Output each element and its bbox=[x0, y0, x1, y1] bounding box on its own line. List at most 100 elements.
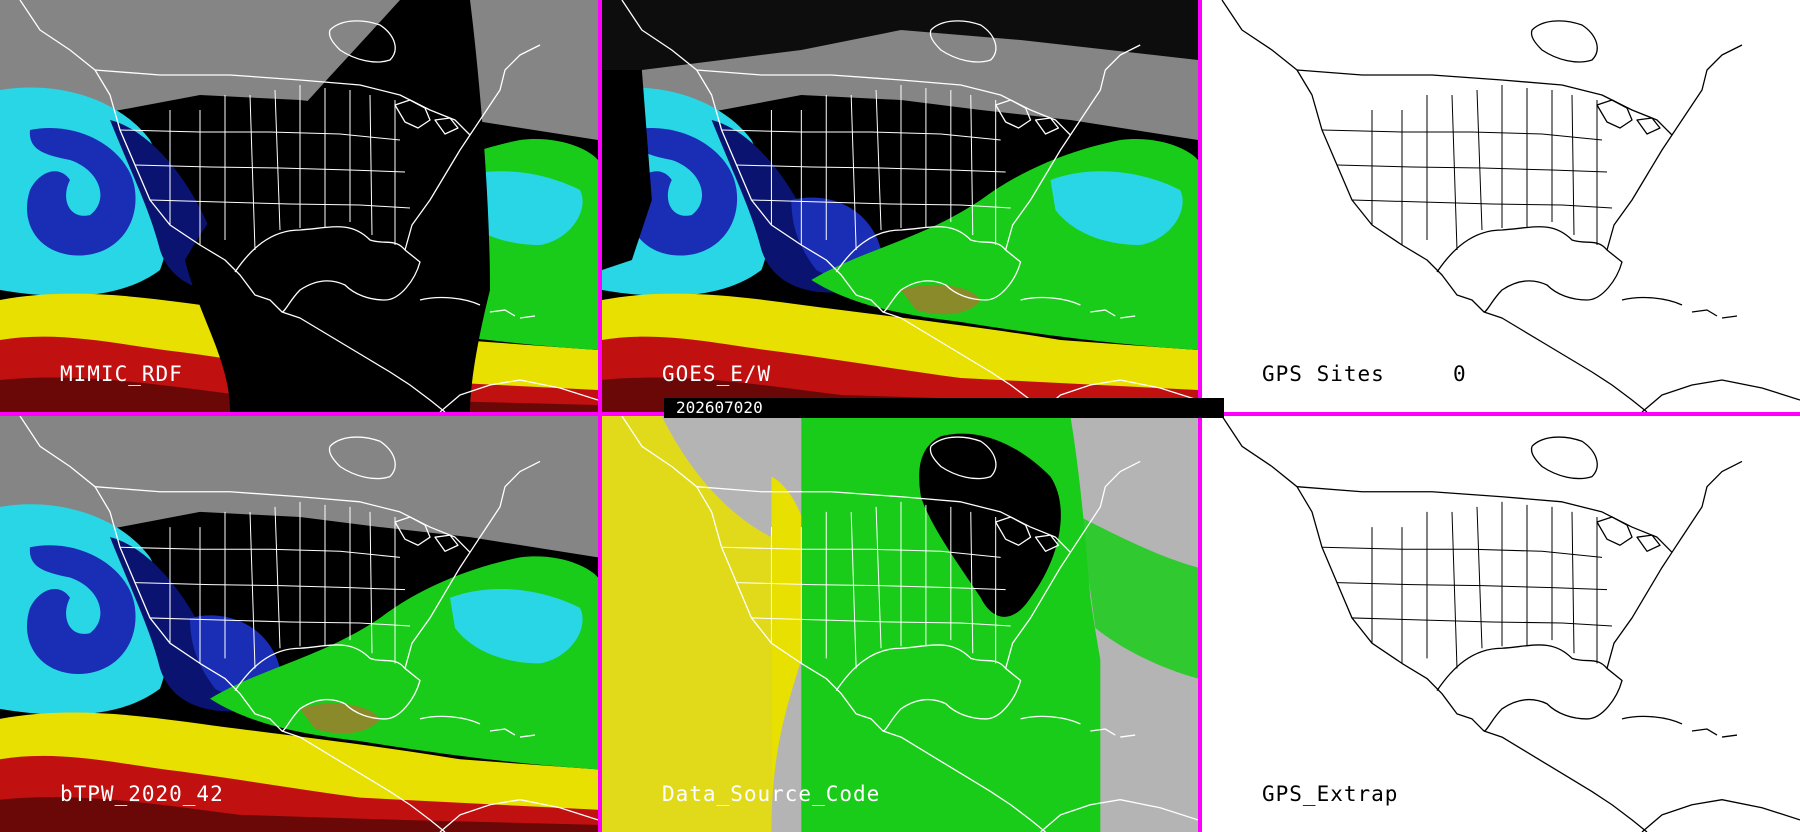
map-btpw bbox=[0, 416, 598, 832]
border-canada bbox=[1296, 69, 1673, 136]
great-lakes bbox=[995, 516, 1060, 552]
coastline-east bbox=[404, 44, 541, 251]
caribbean-island bbox=[1621, 296, 1683, 306]
state-border bbox=[149, 199, 411, 209]
caribbean-island bbox=[1090, 309, 1116, 317]
border-canada bbox=[696, 486, 1071, 553]
map-outline-group bbox=[19, 416, 598, 832]
state-border bbox=[149, 617, 411, 627]
tropical-darkred-band bbox=[0, 797, 598, 832]
coastline-east bbox=[1606, 44, 1743, 251]
state-border bbox=[1351, 199, 1613, 209]
state-border bbox=[875, 506, 882, 649]
coastline-west bbox=[19, 0, 446, 412]
caribbean-island bbox=[1691, 309, 1718, 317]
border-canada bbox=[94, 69, 471, 136]
state-border bbox=[1571, 94, 1575, 236]
coastline-south-america bbox=[1040, 379, 1198, 412]
panel-label-gps-sites: GPS Sites 0 bbox=[1262, 362, 1467, 386]
hudson-bay bbox=[1530, 436, 1598, 480]
map-data-source-code bbox=[602, 416, 1198, 832]
panel-goes-ew: GOES_E/W bbox=[602, 0, 1198, 412]
no-data-north bbox=[602, 0, 1198, 75]
state-border bbox=[1451, 94, 1458, 251]
caribbean-island bbox=[519, 315, 536, 319]
caribbean-island bbox=[1621, 715, 1683, 725]
source-green-atlantic bbox=[1080, 516, 1198, 679]
tpw-field bbox=[602, 0, 1198, 412]
coastline-gulf bbox=[1436, 226, 1623, 313]
hudson-bay bbox=[929, 436, 997, 480]
coastline-gulf bbox=[234, 644, 421, 732]
coastline-west bbox=[19, 416, 446, 832]
panel-label-goes-ew: GOES_E/W bbox=[662, 362, 772, 386]
state-border bbox=[751, 617, 1011, 627]
tpw-field bbox=[0, 416, 598, 832]
state-border bbox=[134, 582, 406, 591]
atlantic-cyan-region bbox=[1050, 171, 1183, 245]
state-border bbox=[1476, 89, 1483, 231]
caribbean-island bbox=[489, 728, 516, 736]
border-canada bbox=[696, 69, 1071, 136]
atlantic-cyan-region bbox=[450, 588, 583, 664]
background bbox=[1202, 0, 1800, 412]
coastline-south-america bbox=[439, 379, 598, 412]
coastline-west bbox=[621, 0, 1046, 412]
panel-mimic-rdf: MIMIC_RDF bbox=[0, 0, 598, 412]
map-gps-sites bbox=[1202, 0, 1800, 412]
no-data-west bbox=[602, 70, 652, 270]
state-border bbox=[274, 89, 281, 231]
source-black-region bbox=[919, 433, 1061, 617]
state-border bbox=[970, 511, 974, 654]
state-border bbox=[249, 94, 256, 251]
state-border bbox=[721, 546, 1001, 558]
caribbean-island bbox=[489, 309, 516, 317]
coastline-east bbox=[1606, 460, 1743, 669]
state-border bbox=[850, 511, 857, 669]
panel-data-source-code: Data_Source_Code bbox=[602, 416, 1198, 832]
map-gps-extrap bbox=[1202, 416, 1800, 832]
caribbean-island bbox=[419, 296, 481, 306]
great-lakes bbox=[1596, 99, 1661, 135]
coastline-west bbox=[1221, 416, 1648, 832]
hudson-bay bbox=[1530, 20, 1598, 63]
state-border bbox=[1571, 511, 1575, 654]
state-border bbox=[119, 129, 401, 141]
great-lakes bbox=[394, 99, 459, 135]
state-border bbox=[134, 164, 406, 173]
great-lakes bbox=[1596, 516, 1661, 552]
state-border bbox=[119, 546, 401, 558]
pacific-navy-band bbox=[711, 120, 862, 293]
caribbean-island bbox=[1090, 728, 1116, 736]
coastline-west bbox=[1221, 0, 1648, 412]
state-border bbox=[721, 129, 1001, 141]
coastline-east bbox=[1005, 460, 1141, 669]
coastline-south-america bbox=[1641, 799, 1800, 832]
source-yellow-west bbox=[602, 416, 772, 832]
pacific-blue-swirl bbox=[26, 545, 136, 675]
hudson-bay bbox=[929, 20, 997, 63]
pacific-blue-swirl bbox=[628, 128, 738, 256]
pacific-navy-band bbox=[110, 537, 260, 712]
state-border bbox=[970, 94, 974, 236]
hudson-bay bbox=[328, 436, 396, 480]
coastline-west bbox=[621, 416, 1046, 832]
state-border bbox=[1351, 617, 1613, 627]
coastline-gulf bbox=[1436, 644, 1623, 732]
caribbean-island bbox=[1020, 296, 1081, 306]
state-border bbox=[736, 164, 1006, 173]
map-outline-group bbox=[621, 416, 1198, 832]
map-outline-group bbox=[621, 0, 1198, 412]
source-code-field bbox=[602, 416, 1198, 832]
state-border bbox=[369, 94, 373, 236]
caribbean-olive-region bbox=[900, 284, 981, 315]
border-canada bbox=[94, 486, 471, 553]
coastline-south-america bbox=[1040, 799, 1198, 832]
timestamp-bar: 202607020 bbox=[664, 398, 1224, 418]
map-outline-group bbox=[1221, 0, 1800, 412]
panel-gps-extrap: GPS_Extrap bbox=[1202, 416, 1800, 832]
panel-gps-sites: GPS Sites 0 bbox=[1202, 0, 1800, 412]
state-border bbox=[1336, 164, 1608, 173]
state-border bbox=[1321, 129, 1603, 141]
